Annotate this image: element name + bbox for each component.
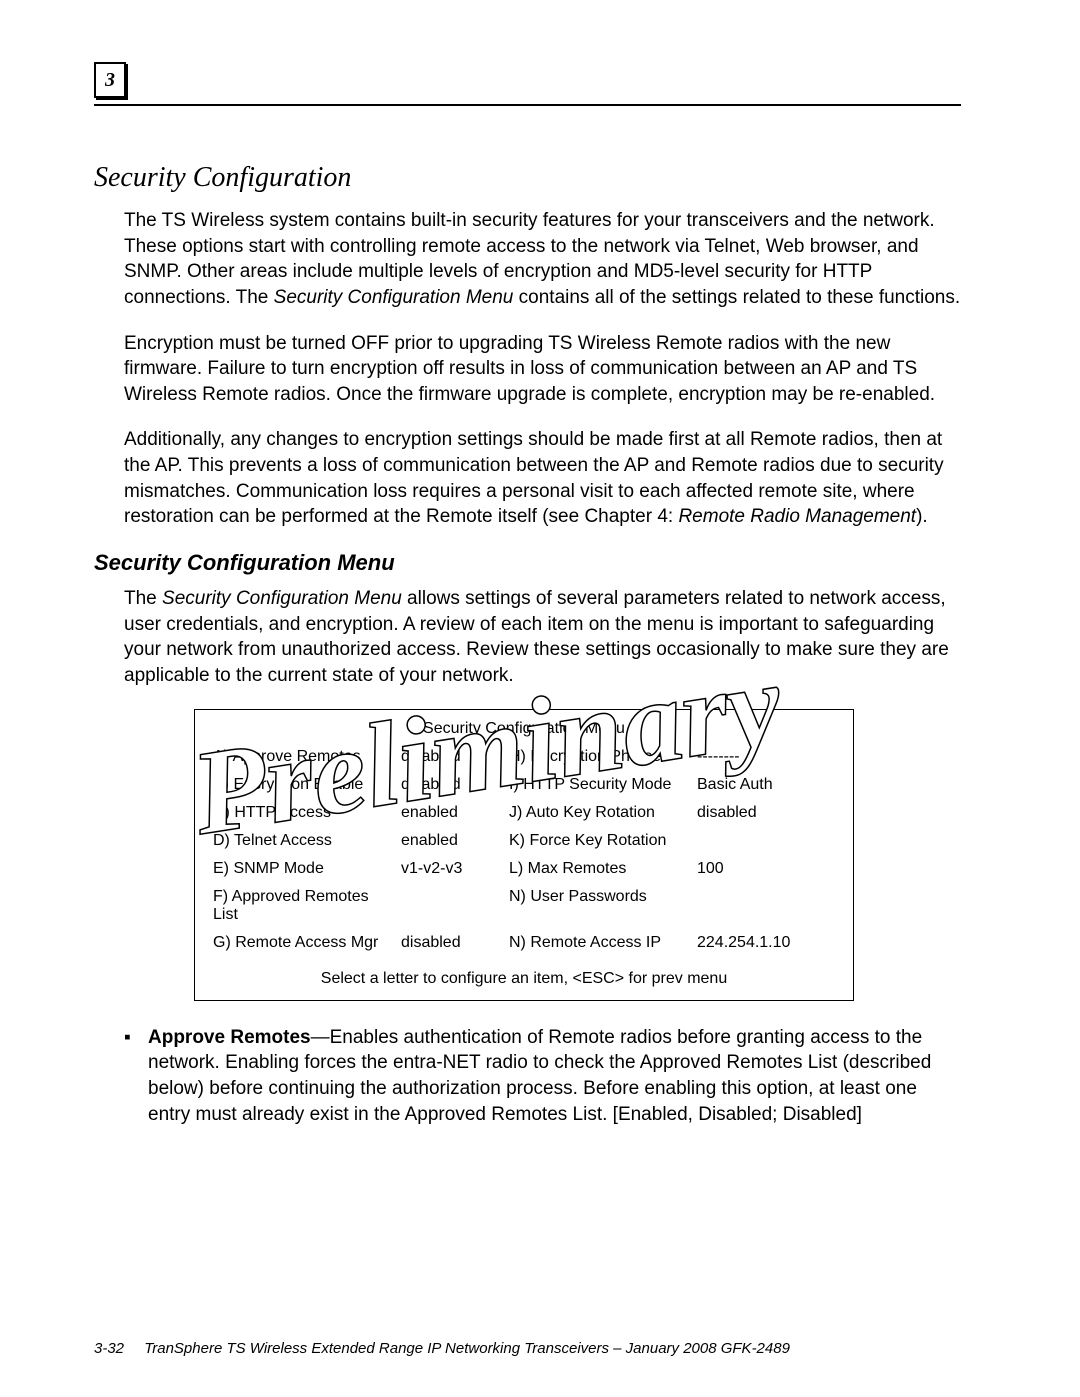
page-footer: 3-32 TranSphere TS Wireless Extended Ran… — [94, 1340, 961, 1357]
menu-item-label: F) Approved Remotes List — [213, 888, 393, 924]
menu-item-label: E) SNMP Mode — [213, 860, 393, 878]
bullet-term: Approve Remotes — [148, 1027, 311, 1048]
menu-item-label: L) Max Remotes — [509, 860, 689, 878]
bullet-item: ▪ Approve Remotes—Enables authentication… — [124, 1025, 961, 1128]
menu-item-value: -------- — [697, 748, 807, 766]
content-area: Security Configuration The TS Wireless s… — [94, 150, 961, 1127]
intro-paragraph-1: The TS Wireless system contains built-in… — [124, 208, 961, 311]
subsection-paragraph: The Security Configuration Menu allows s… — [124, 586, 961, 689]
security-config-menu-box: Security Configuration Menu A) Approve R… — [194, 709, 854, 1001]
menu-item-label: N) Remote Access IP — [509, 934, 689, 952]
menu-item-label: J) Auto Key Rotation — [509, 804, 689, 822]
menu-item-label: C) HTTP Access — [213, 804, 393, 822]
menu-item-value — [401, 888, 501, 924]
menu-item-label: K) Force Key Rotation — [509, 832, 689, 850]
menu-item-label: A) Approve Remotes — [213, 748, 393, 766]
page-number: 3-32 — [94, 1340, 124, 1357]
bullet-body: Approve Remotes—Enables authentication o… — [148, 1025, 961, 1128]
chapter-number-box: 3 — [94, 62, 126, 98]
menu-item-value: disabled — [401, 934, 501, 952]
menu-item-value: disabled — [697, 804, 807, 822]
text: contains all of the settings related to … — [519, 287, 961, 308]
section-heading: Security Configuration — [94, 162, 961, 194]
menu-item-value: disabled — [401, 748, 501, 766]
header-rule — [94, 104, 961, 106]
menu-item-value: enabled — [401, 832, 501, 850]
intro-paragraph-3: Additionally, any changes to encryption … — [124, 427, 961, 530]
menu-item-value — [697, 888, 807, 924]
chapter-ref-italic: Remote Radio Management — [678, 506, 916, 527]
intro-paragraph-2: Encryption must be turned OFF prior to u… — [124, 331, 961, 408]
menu-item-value: v1-v2-v3 — [401, 860, 501, 878]
menu-grid: A) Approve Remotes disabled H) Encryption … — [213, 748, 835, 952]
menu-footer: Select a letter to configure an item, <E… — [213, 970, 835, 988]
menu-item-value: enabled — [401, 804, 501, 822]
menu-item-label: G) Remote Access Mgr — [213, 934, 393, 952]
menu-item-value: Basic Auth — [697, 776, 807, 794]
menu-item-value: 100 — [697, 860, 807, 878]
menu-item-label: I) HTTP Security Mode — [509, 776, 689, 794]
menu-item-label: H) Encryption Phrase — [509, 748, 689, 766]
document-page: 3 Security Configuration The TS Wireless… — [0, 0, 1080, 1397]
menu-item-value: 224.254.1.10 — [697, 934, 807, 952]
menu-item-value: disabled — [401, 776, 501, 794]
menu-item-label: D) Telnet Access — [213, 832, 393, 850]
chapter-number: 3 — [105, 69, 115, 92]
text: ). — [916, 506, 928, 527]
menu-item-label: B) Encryption Enable — [213, 776, 393, 794]
menu-item-value — [697, 832, 807, 850]
footer-text: TranSphere TS Wireless Extended Range IP… — [144, 1340, 790, 1357]
subsection-heading: Security Configuration Menu — [94, 550, 961, 576]
menu-name-italic: Security Configuration Menu — [162, 588, 402, 609]
text: The — [124, 588, 162, 609]
menu-item-label: N) User Passwords — [509, 888, 689, 924]
menu-title: Security Configuration Menu — [213, 720, 835, 738]
menu-name-italic: Security Configuration Menu — [274, 287, 519, 308]
bullet-mark: ▪ — [124, 1025, 148, 1128]
